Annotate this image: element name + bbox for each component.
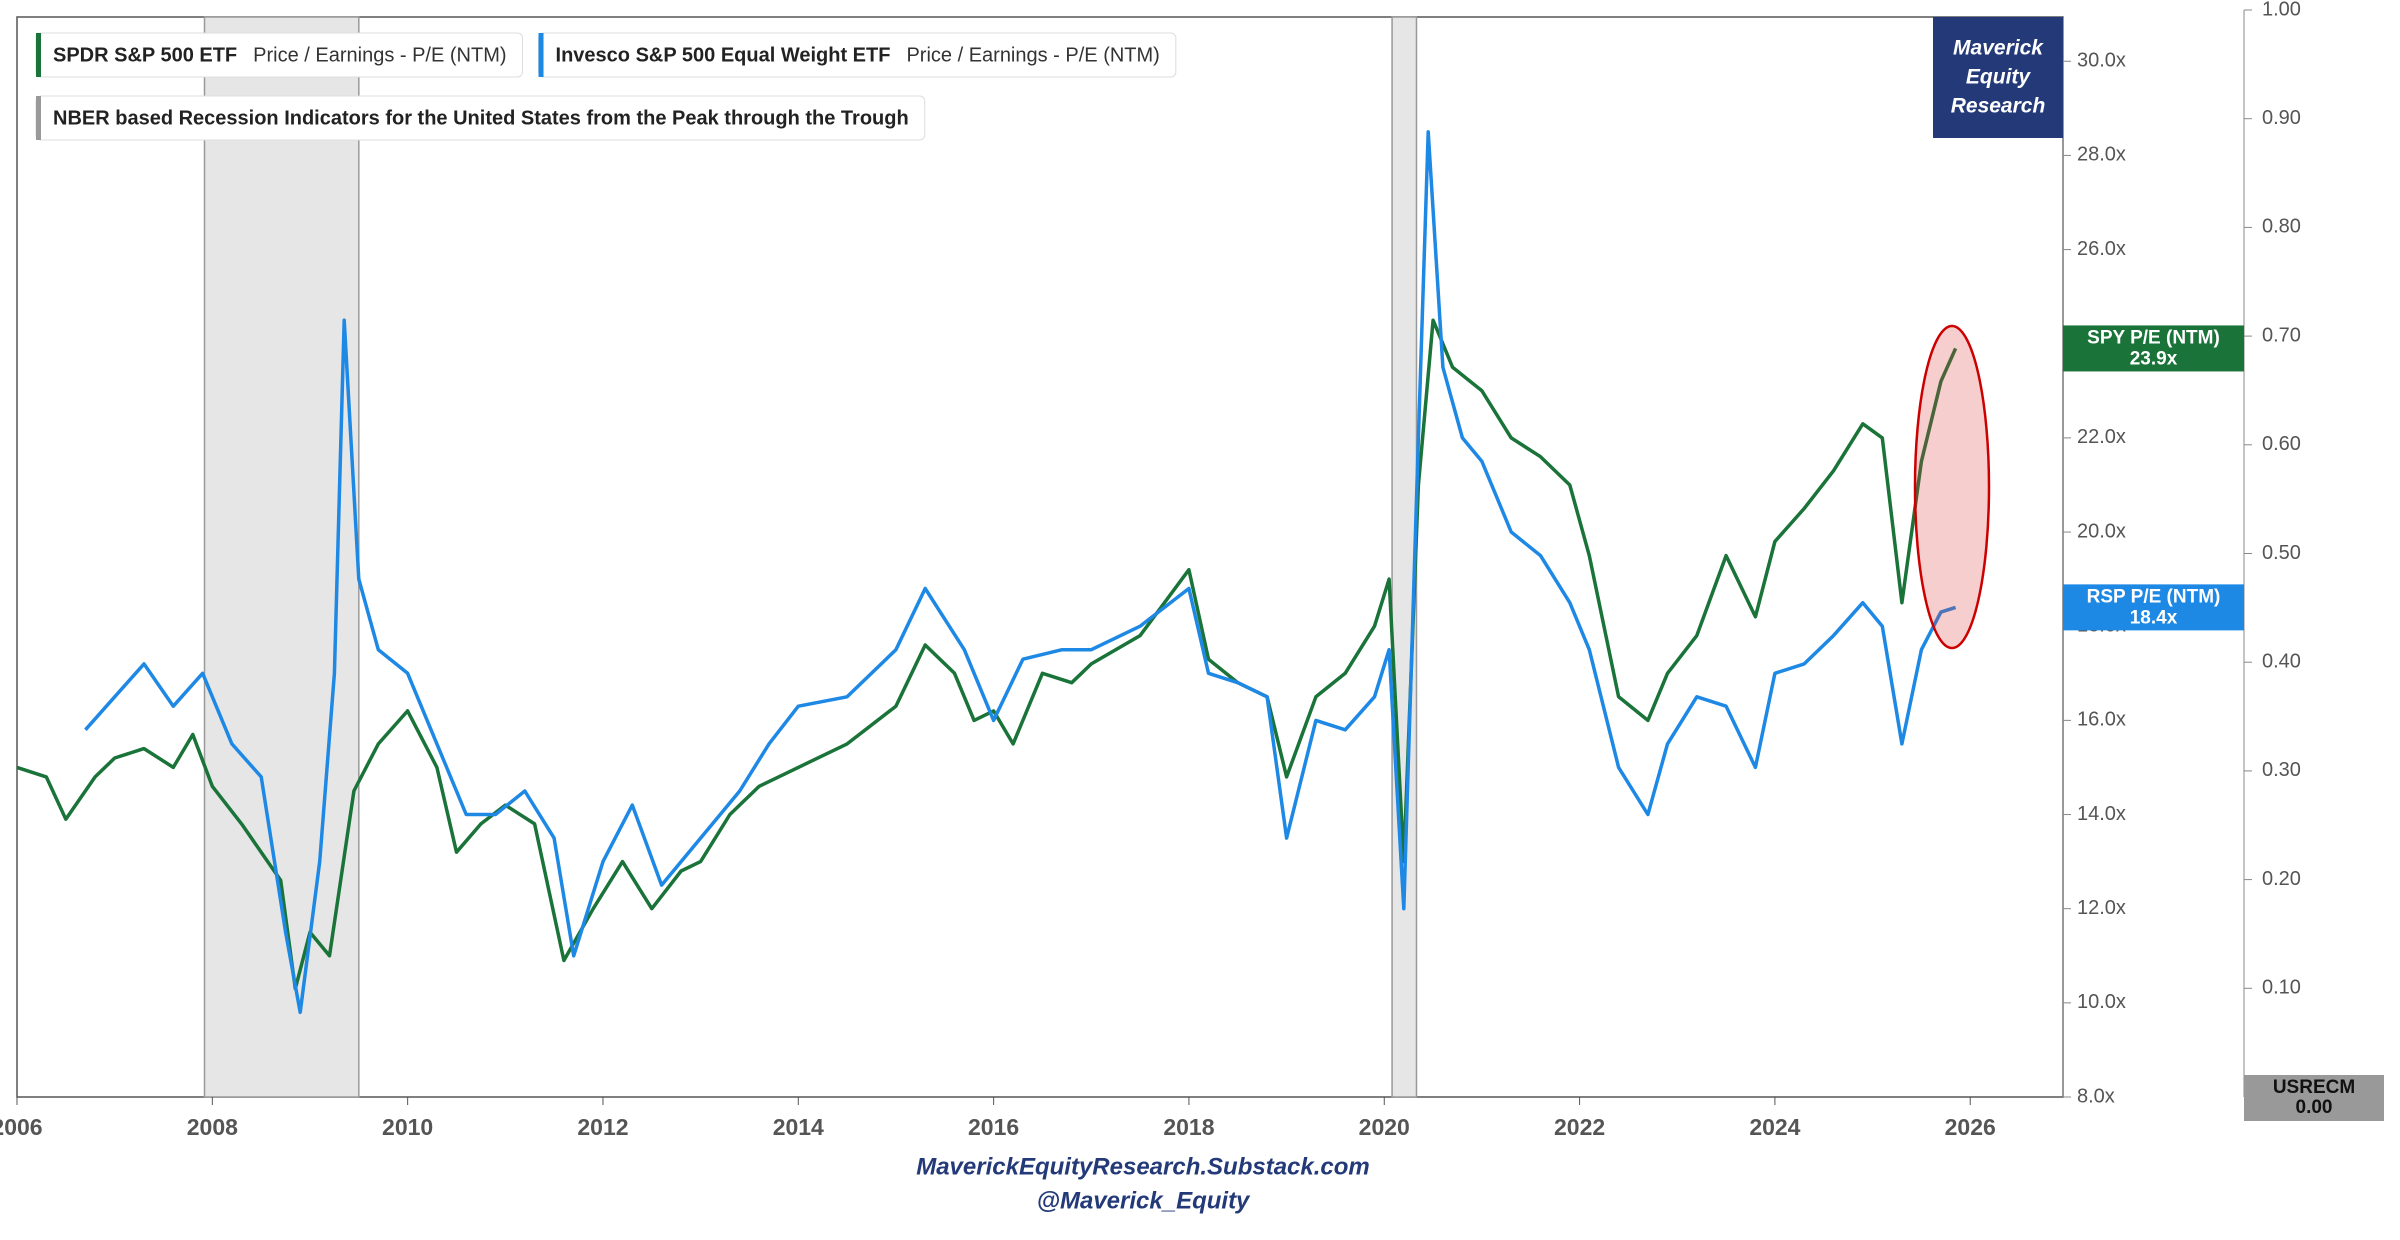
y-tick-label: 26.0x bbox=[2077, 238, 2126, 260]
x-tick-label: 2010 bbox=[382, 1114, 433, 1140]
y2-tick-label: 0.40 bbox=[2262, 650, 2301, 672]
highlight-ellipse bbox=[1913, 324, 1991, 650]
badge-name: SPY P/E (NTM) bbox=[2087, 327, 2220, 348]
y2-tick-label: 0.20 bbox=[2262, 868, 2301, 890]
legend-swatch bbox=[538, 33, 544, 77]
y-tick-label: 28.0x bbox=[2077, 144, 2126, 166]
x-tick-label: 2024 bbox=[1749, 1114, 1800, 1140]
recession-badge bbox=[2244, 1075, 2384, 1121]
legend-name: NBER based Recession Indicators for the … bbox=[53, 107, 909, 129]
footer-text: @Maverick_Equity bbox=[1037, 1187, 1251, 1214]
y-tick-label: 22.0x bbox=[2077, 426, 2126, 448]
badge-value: 0.00 bbox=[2296, 1097, 2333, 1118]
series-line bbox=[84, 130, 1957, 1015]
value-badge bbox=[2063, 584, 2244, 631]
x-tick-label: 2022 bbox=[1554, 1114, 1605, 1140]
legend-name: Invesco S&P 500 Equal Weight ETF bbox=[556, 44, 891, 66]
footer-text: MaverickEquityResearch.Substack.com bbox=[916, 1153, 1370, 1180]
legend-swatch bbox=[36, 33, 41, 77]
y2-tick-label: 0.10 bbox=[2262, 977, 2301, 999]
y2-tick-label: 0.30 bbox=[2262, 759, 2301, 781]
badge-value: 18.4x bbox=[2130, 607, 2178, 628]
value-badge bbox=[2063, 325, 2244, 372]
x-tick-label: 2026 bbox=[1945, 1114, 1996, 1140]
y-tick-label: 12.0x bbox=[2077, 897, 2126, 919]
recession-band bbox=[203, 16, 360, 1098]
recession-band bbox=[1391, 16, 1418, 1098]
x-tick-label: 2016 bbox=[968, 1114, 1019, 1140]
logo-text: Maverick bbox=[1953, 37, 2044, 60]
badge-name: USRECM bbox=[2273, 1077, 2355, 1098]
x-tick-label: 2006 bbox=[0, 1114, 43, 1140]
y-tick-label: 14.0x bbox=[2077, 803, 2126, 825]
series-line bbox=[16, 318, 1958, 991]
logo-text: Equity bbox=[1966, 66, 2031, 89]
legend-metric: Price / Earnings - P/E (NTM) bbox=[253, 44, 506, 66]
x-tick-label: 2012 bbox=[577, 1114, 628, 1140]
logo-text: Research bbox=[1951, 95, 2046, 118]
y-tick-label: 10.0x bbox=[2077, 991, 2126, 1013]
y2-tick-label: 0.60 bbox=[2262, 433, 2301, 455]
y2-tick-label: 1.00 bbox=[2262, 0, 2301, 20]
y-tick-label: 8.0x bbox=[2077, 1085, 2115, 1107]
y2-tick-label: 0.70 bbox=[2262, 324, 2301, 346]
legend-name: SPDR S&P 500 ETF bbox=[53, 44, 237, 66]
badge-value: 23.9x bbox=[2130, 348, 2178, 369]
legend-swatch bbox=[36, 96, 41, 140]
y-tick-label: 16.0x bbox=[2077, 709, 2126, 731]
badge-name: RSP P/E (NTM) bbox=[2087, 586, 2221, 607]
y-tick-label: 30.0x bbox=[2077, 50, 2126, 72]
legend-metric: Price / Earnings - P/E (NTM) bbox=[906, 44, 1159, 66]
x-tick-label: 2014 bbox=[773, 1114, 824, 1140]
y2-tick-label: 0.50 bbox=[2262, 542, 2301, 564]
y2-tick-label: 0.90 bbox=[2262, 107, 2301, 129]
x-tick-label: 2018 bbox=[1163, 1114, 1214, 1140]
legend-item: NBER based Recession Indicators for the … bbox=[35, 95, 926, 141]
logo-box bbox=[1933, 17, 2063, 138]
legend-item: Invesco S&P 500 Equal Weight ETF Price / … bbox=[538, 32, 1177, 78]
y2-tick-label: 0.80 bbox=[2262, 216, 2301, 238]
x-tick-label: 2008 bbox=[187, 1114, 238, 1140]
legend-item: SPDR S&P 500 ETF Price / Earnings - P/E (… bbox=[35, 32, 524, 78]
x-tick-label: 2020 bbox=[1359, 1114, 1410, 1140]
y-tick-label: 20.0x bbox=[2077, 520, 2126, 542]
